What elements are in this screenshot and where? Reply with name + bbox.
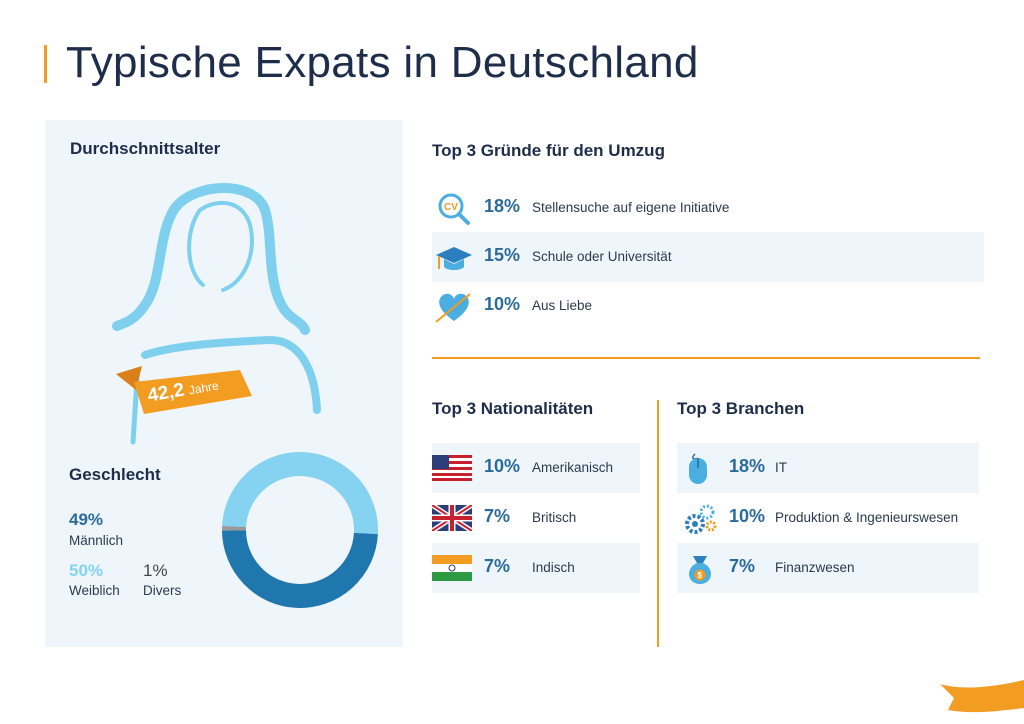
- nationality-percent: 7%: [484, 556, 511, 576]
- industry-percent: 10%: [729, 506, 766, 526]
- reason-label: Stellensuche auf eigene Initiative: [532, 200, 730, 215]
- female-label: Weiblich: [69, 583, 120, 598]
- reason-row: 10% Aus Liebe: [432, 281, 984, 331]
- graduation-cap-icon: [436, 247, 472, 270]
- industry-row: 18% IT: [677, 443, 979, 493]
- diverse-percent: 1%: [143, 561, 168, 580]
- nationality-label: Amerikanisch: [532, 460, 614, 475]
- nationality-label: Britisch: [532, 510, 577, 525]
- industry-row: 10% Produktion & Ingenieurswesen: [677, 493, 979, 543]
- reason-percent: 18%: [484, 196, 521, 216]
- person-silhouette-icon: [112, 183, 321, 445]
- reason-row: CV 18% Stellensuche auf eigene Initiativ…: [432, 183, 984, 233]
- industry-percent: 18%: [729, 456, 766, 476]
- industry-label: IT: [775, 460, 787, 475]
- nationalities-heading: Top 3 Nationalitäten: [432, 399, 594, 418]
- svg-text:CV: CV: [444, 202, 458, 213]
- industry-label: Finanzwesen: [775, 560, 855, 575]
- reason-percent: 10%: [484, 294, 521, 314]
- gears-icon: [685, 504, 717, 534]
- reason-row: 15% Schule oder Universität: [432, 232, 984, 282]
- reasons-heading: Top 3 Gründe für den Umzug: [432, 141, 665, 160]
- india-flag-icon: [432, 555, 472, 581]
- reason-percent: 15%: [484, 245, 521, 265]
- money-bag-icon: $: [689, 556, 711, 584]
- corner-ribbon: [940, 680, 1024, 713]
- nationality-row: 10% Amerikanisch: [432, 443, 640, 493]
- age-ribbon: [116, 366, 252, 414]
- usa-flag-icon: [432, 455, 472, 481]
- nationality-percent: 7%: [484, 506, 511, 526]
- heart-arrow-icon: [435, 293, 471, 323]
- industry-percent: 7%: [729, 556, 756, 576]
- female-percent: 50%: [69, 561, 104, 580]
- donut-diverse-segment: [222, 452, 378, 608]
- gender-heading: Geschlecht: [69, 465, 161, 484]
- nationality-percent: 10%: [484, 456, 521, 476]
- mouse-icon: [689, 453, 707, 484]
- page-title: Typische Expats in Deutschland: [66, 38, 699, 87]
- gender-donut-chart: [222, 452, 378, 608]
- uk-flag-icon: [432, 505, 472, 531]
- section-divider-vertical: [657, 400, 659, 647]
- nationality-row: 7% Indisch: [432, 543, 640, 593]
- svg-text:$: $: [698, 571, 703, 580]
- section-divider-horizontal: [432, 357, 980, 359]
- diverse-label: Divers: [143, 583, 182, 598]
- male-percent: 49%: [69, 510, 104, 529]
- industry-row: $ 7% Finanzwesen: [677, 543, 979, 593]
- reason-label: Schule oder Universität: [532, 249, 672, 264]
- age-heading: Durchschnittsalter: [70, 139, 221, 158]
- cv-search-icon: CV: [438, 193, 470, 225]
- male-label: Männlich: [69, 533, 124, 548]
- nationality-row: 7% Britisch: [432, 493, 640, 543]
- nationality-label: Indisch: [532, 560, 575, 575]
- industry-label: Produktion & Ingenieurswesen: [775, 510, 959, 525]
- title-accent-bar: [44, 45, 47, 83]
- reason-label: Aus Liebe: [532, 298, 593, 313]
- age-unit: Jahre: [187, 378, 220, 398]
- donut-male-segment: [222, 452, 378, 608]
- industries-heading: Top 3 Branchen: [677, 399, 805, 418]
